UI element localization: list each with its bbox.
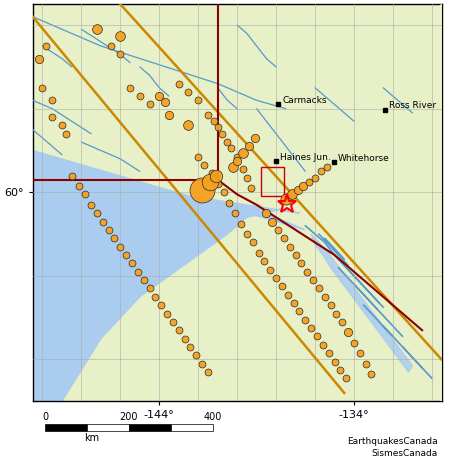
Text: Haines Jun.: Haines Jun. [280,153,331,162]
Text: 200: 200 [119,412,138,422]
Polygon shape [33,151,305,401]
Text: EarthquakesCanada
SismesCanada: EarthquakesCanada SismesCanada [347,437,437,458]
Polygon shape [33,171,299,401]
Polygon shape [33,4,442,401]
Bar [260,167,284,196]
FancyBboxPatch shape [45,424,87,431]
Polygon shape [311,234,412,372]
Text: 400: 400 [203,412,222,422]
Text: Ross River: Ross River [389,101,436,110]
Text: Carmacks: Carmacks [282,96,327,105]
FancyBboxPatch shape [129,424,171,431]
FancyBboxPatch shape [171,424,213,431]
Text: Whitehorse: Whitehorse [338,154,389,163]
Text: km: km [84,433,100,443]
Polygon shape [305,4,442,401]
Text: 0: 0 [42,412,48,422]
FancyBboxPatch shape [87,424,129,431]
